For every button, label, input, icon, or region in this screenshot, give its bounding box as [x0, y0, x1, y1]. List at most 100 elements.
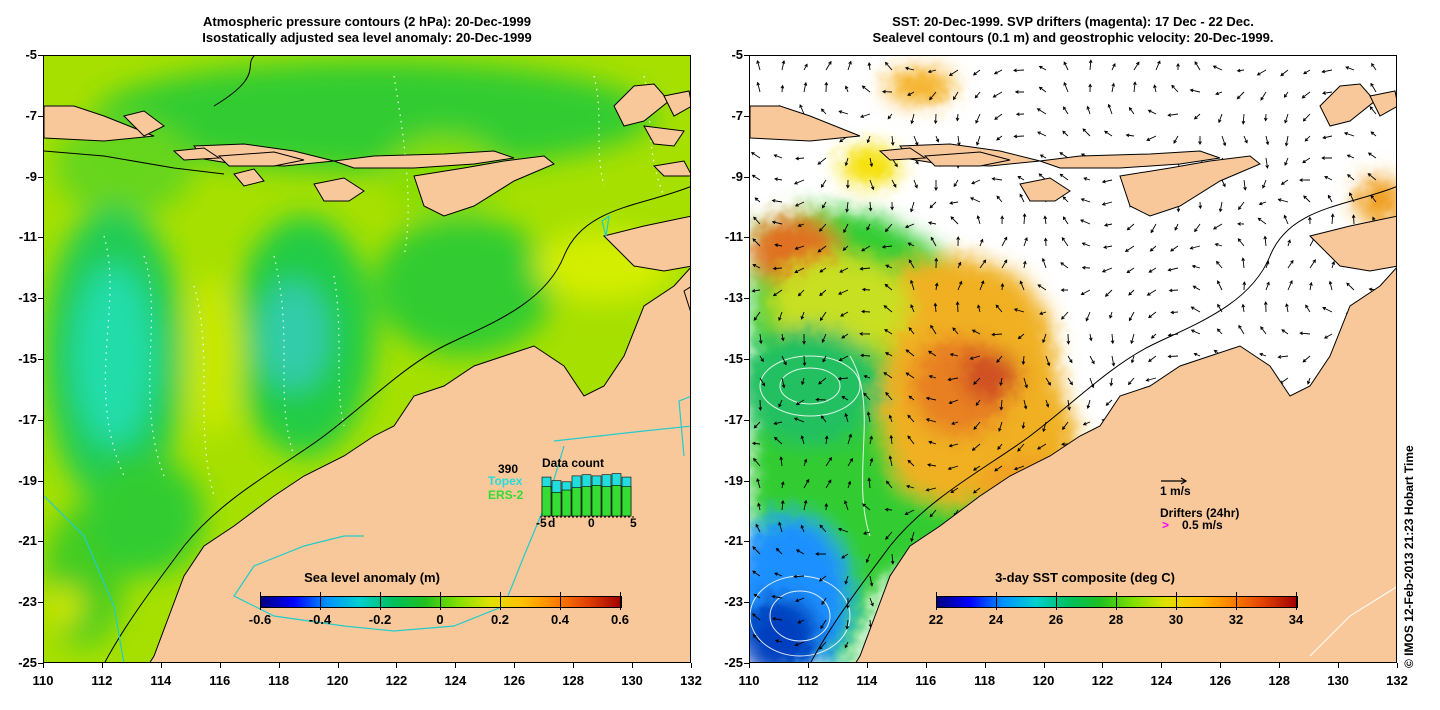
left-lat-tick-label: -21 [18, 533, 37, 549]
velocity-arrow [933, 113, 938, 125]
velocity-arrow [821, 201, 827, 209]
velocity-arrow [1107, 103, 1113, 115]
velocity-arrow [795, 597, 805, 603]
velocity-arrow [820, 415, 827, 423]
velocity-arrow [971, 329, 981, 335]
velocity-arrow [842, 245, 849, 251]
sla-colorbar-tick [380, 592, 381, 610]
right-lon-tick [1338, 663, 1340, 668]
velocity-arrow [794, 245, 805, 250]
data-count-inset: Data count 390 Topex ERS-2 -5 d 0 5 [484, 456, 654, 536]
velocity-arrow [755, 523, 761, 533]
velocity-arrow [1146, 135, 1157, 141]
right-lon-tick-label: 110 [738, 673, 760, 688]
sst-colorbar-tick-label: 24 [988, 612, 1004, 627]
velocity-arrow [847, 457, 854, 467]
velocity-arrow [800, 435, 805, 445]
velocity-arrow [1103, 130, 1113, 137]
velocity-arrow [1023, 237, 1028, 247]
velocity-arrow [1262, 179, 1267, 189]
velocity-arrow [885, 264, 893, 269]
velocity-arrow [756, 477, 761, 489]
velocity-arrow [1284, 135, 1289, 147]
right-lat-tick-label: -25 [724, 655, 743, 670]
left-lon-tick [278, 663, 280, 668]
velocity-arrow [1221, 135, 1227, 147]
velocity-arrow [1060, 288, 1069, 292]
velocity-arrow [859, 113, 871, 118]
velocity-arrow [802, 333, 806, 345]
velocity-arrow [1193, 113, 1201, 120]
velocity-arrow [957, 261, 962, 269]
velocity-arrow [1017, 333, 1025, 340]
left-title-line2: Isostatically adjusted sea level anomaly… [202, 30, 532, 45]
velocity-arrow [1111, 355, 1116, 367]
velocity-arrow [1306, 377, 1311, 385]
velocity-arrow [752, 546, 761, 555]
velocity-arrow [866, 411, 871, 423]
velocity-arrow [843, 223, 849, 234]
sst-colorbar-tick [1176, 592, 1177, 610]
velocity-arrow [1000, 282, 1005, 291]
velocity-arrow [1260, 91, 1267, 101]
velocity-arrow [863, 531, 871, 535]
velocity-arrow [1080, 219, 1091, 225]
sla-colorbar-tick [440, 592, 441, 610]
velocity-arrow [1236, 91, 1245, 100]
velocity-arrow [950, 216, 959, 225]
velocity-arrow [847, 60, 852, 71]
velocity-arrow [969, 355, 981, 360]
velocity-arrow [1370, 131, 1377, 137]
velocity-arrow [781, 59, 786, 71]
sea-level-anomaly-map-svg [44, 56, 690, 662]
velocity-arrow [910, 113, 915, 125]
velocity-arrow [1089, 355, 1095, 365]
left-lon-tick-label: 126 [503, 673, 526, 688]
left-lat-tick-label: -5 [25, 47, 37, 62]
left-lon-tick [573, 663, 575, 668]
velocity-arrow [1215, 91, 1223, 96]
cyan-outlines [44, 214, 690, 662]
data-count-tick-d: d [548, 516, 556, 530]
data-count-max: 390 [498, 462, 519, 476]
velocity-arrow [973, 421, 981, 430]
velocity-arrow [952, 327, 959, 335]
left-lat-tick [38, 480, 43, 482]
velocity-arrow [975, 399, 981, 407]
velocity-arrow [841, 396, 849, 401]
velocity-arrow [819, 267, 827, 273]
velocity-arrow [1101, 201, 1113, 206]
velocity-arrow [907, 91, 915, 96]
sst-colorbar-tick-label: 22 [928, 612, 944, 627]
velocity-arrow [999, 399, 1004, 411]
velocity-arrow [794, 201, 805, 207]
velocity-arrow [1193, 352, 1201, 357]
sst-colorbar-tick-label: 28 [1108, 612, 1124, 627]
velocity-arrow [754, 197, 761, 203]
land [44, 83, 690, 662]
right-lat-tick-label: -5 [731, 47, 743, 62]
velocity-arrow [802, 355, 807, 367]
velocity-arrow [1324, 175, 1333, 181]
left-lat-tick-label: -19 [18, 472, 37, 488]
velocity-arrow [907, 459, 915, 467]
velocity-arrow [825, 479, 832, 489]
right-lon-tick-label: 132 [1386, 673, 1408, 688]
velocity-arrow [869, 597, 874, 607]
velocity-arrow [1263, 301, 1268, 313]
velocity-arrow [956, 236, 960, 247]
velocity-arrow [929, 91, 937, 101]
velocity-arrow [947, 377, 959, 382]
velocity-arrow [841, 553, 849, 559]
ers2-count-bar [591, 485, 602, 517]
velocity-arrow [1109, 377, 1114, 387]
velocity-arrow [1285, 303, 1289, 313]
velocity-arrow [795, 549, 805, 555]
velocity-arrow [907, 435, 915, 445]
velocity-arrow [1214, 242, 1223, 247]
velocity-arrow [1283, 214, 1289, 225]
velocity-arrow [797, 289, 805, 297]
velocity-arrow [994, 465, 1003, 472]
velocity-arrow [1280, 69, 1289, 77]
velocity-arrow [845, 619, 850, 630]
